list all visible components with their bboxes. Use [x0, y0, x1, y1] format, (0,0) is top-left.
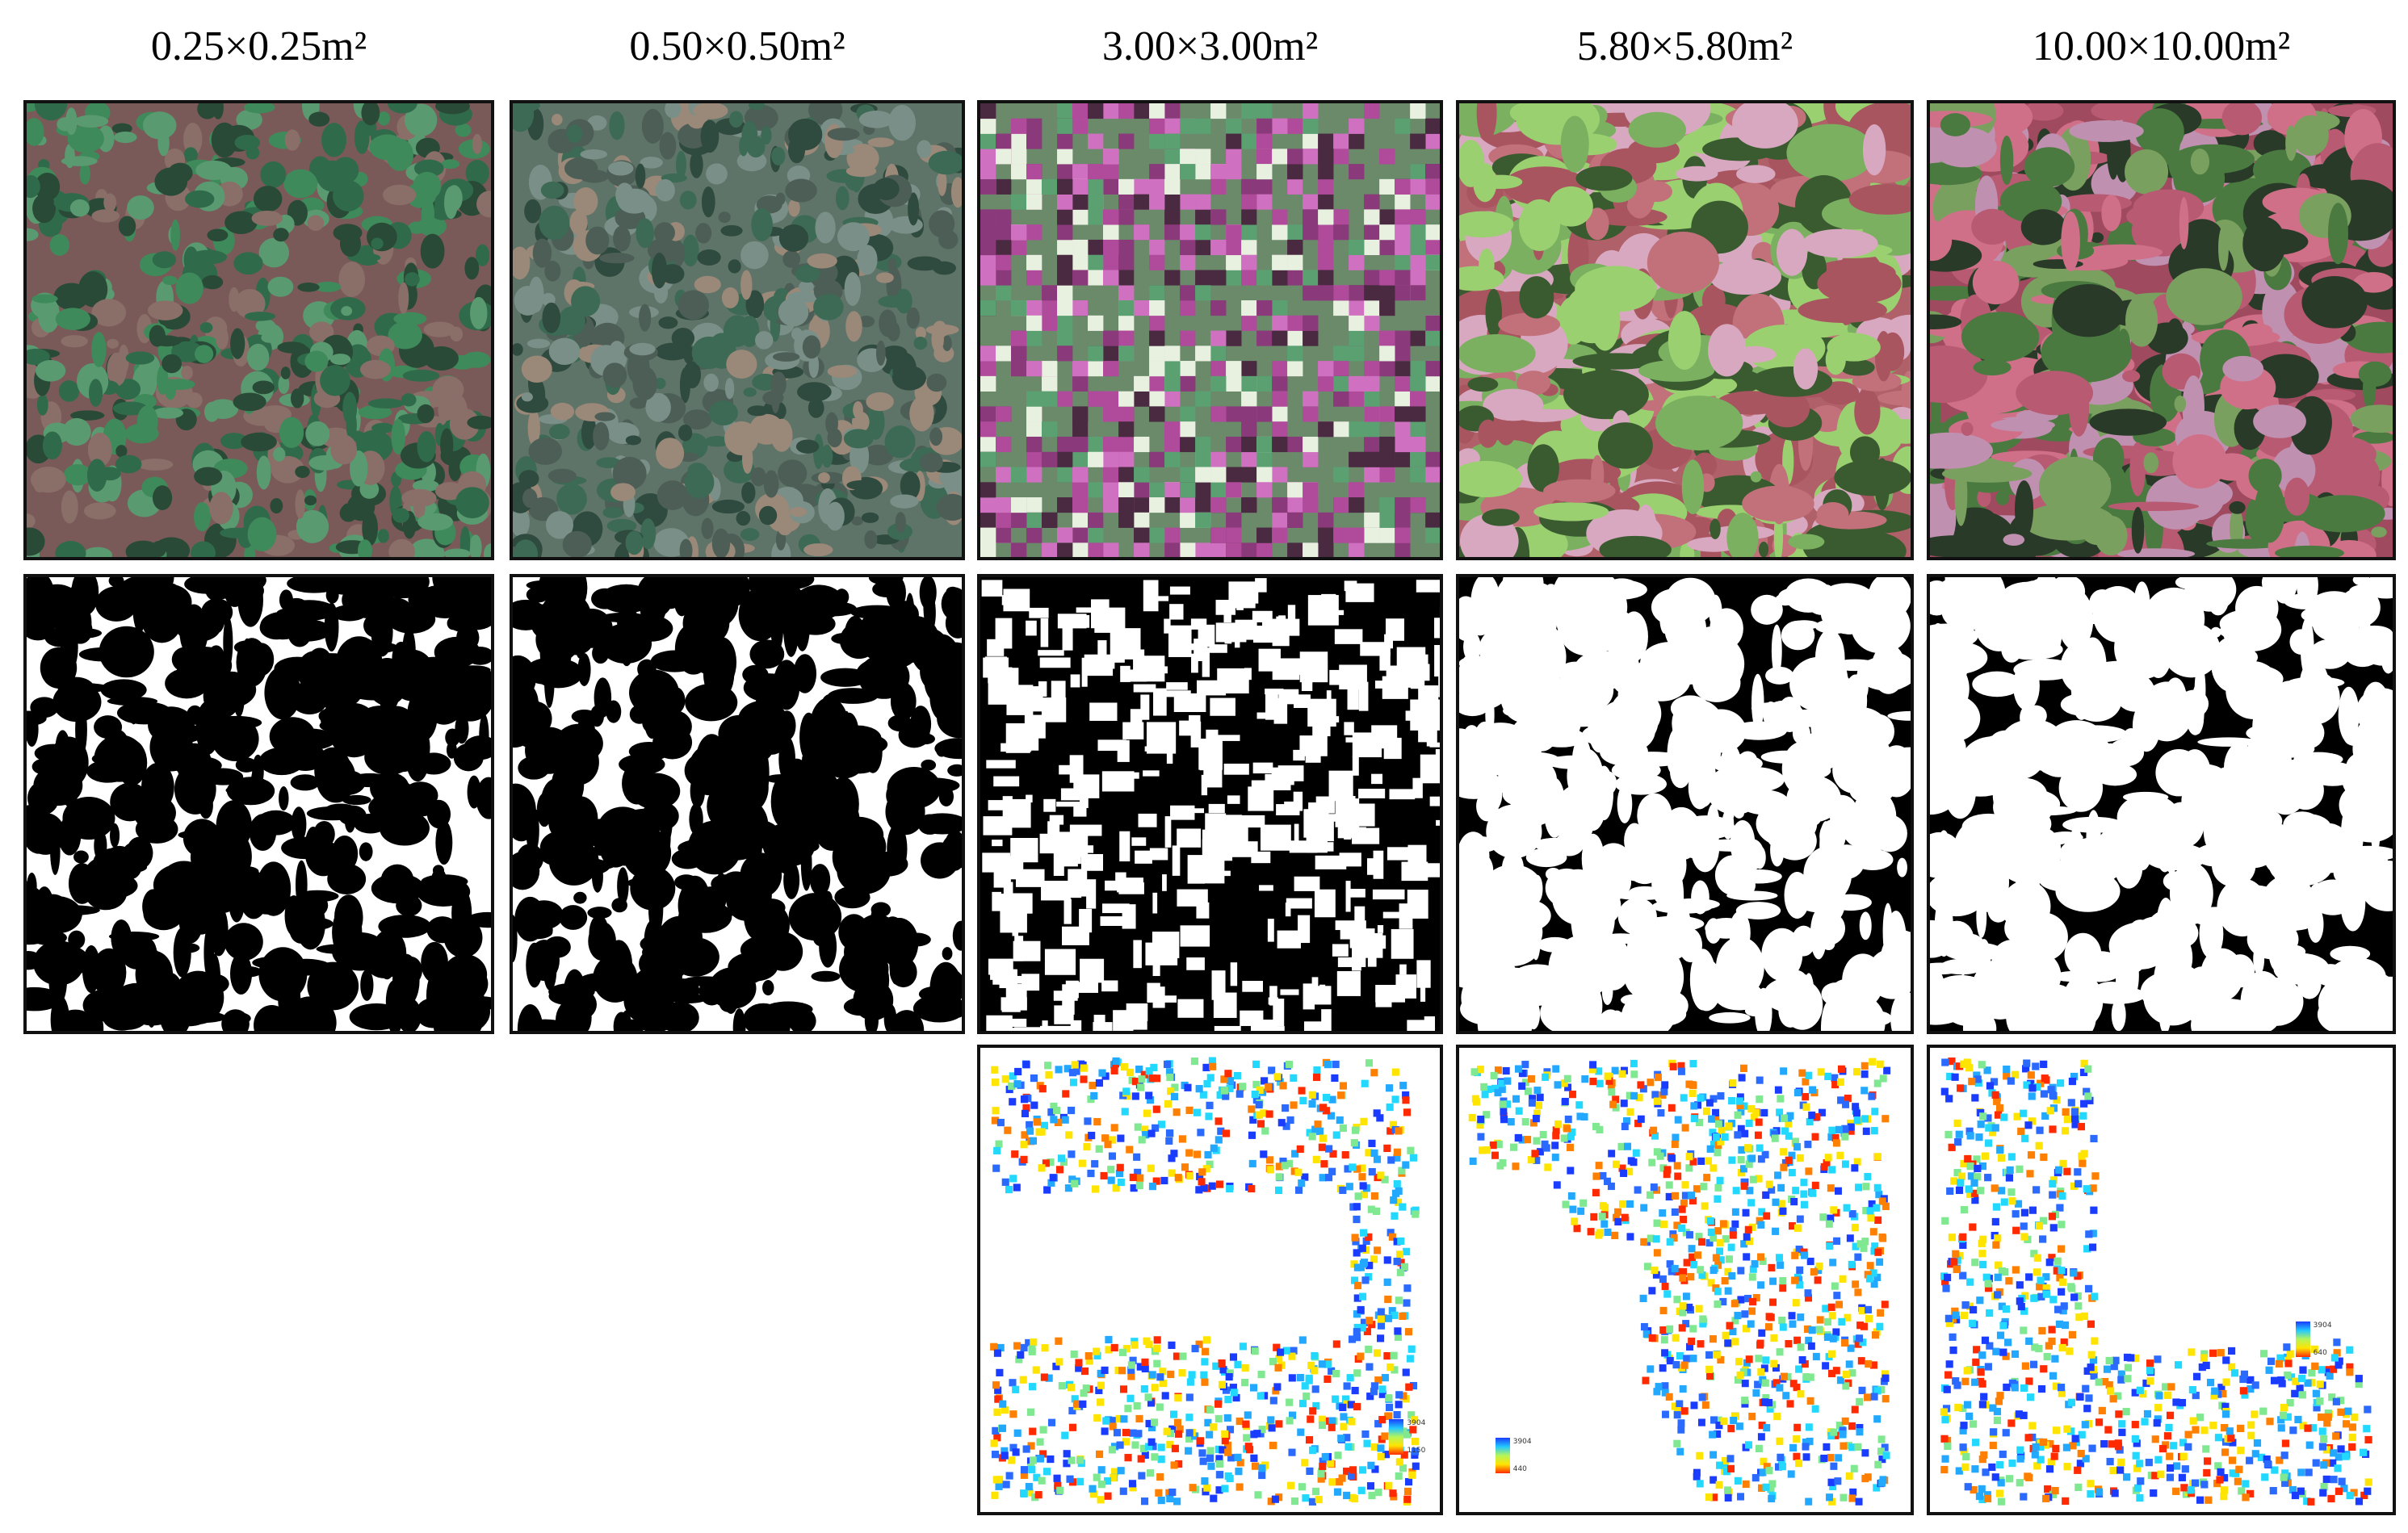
- rgb-image: [977, 100, 1443, 560]
- image: [1459, 577, 1911, 1031]
- image: [1930, 103, 2393, 557]
- image: [513, 577, 962, 1031]
- image: [1459, 103, 1911, 557]
- column-header: 10.00×10.00m²: [2032, 23, 2291, 69]
- image: [980, 1048, 1440, 1512]
- image: [980, 577, 1440, 1031]
- legend-labels: 3904 1150: [1407, 1419, 1425, 1455]
- legend-colorbar: [1495, 1438, 1510, 1473]
- image: [27, 577, 491, 1031]
- column-header: 3.00×3.00m²: [1101, 23, 1319, 69]
- column-header: 0.25×0.25m²: [150, 23, 367, 69]
- binary-mask: [1456, 574, 1914, 1034]
- image: [1930, 577, 2393, 1031]
- image: [27, 103, 491, 557]
- image: [980, 103, 1440, 557]
- legend-label: 3904: [2313, 1321, 2332, 1330]
- heat-map: 3904 1150: [977, 1045, 1443, 1515]
- binary-mask: [977, 574, 1443, 1034]
- rgb-image: [23, 100, 494, 560]
- rgb-image: [1456, 100, 1914, 560]
- binary-mask: [1927, 574, 2396, 1034]
- binary-mask: [510, 574, 965, 1034]
- heat-map: 3904 640: [1927, 1045, 2396, 1515]
- legend-label: 3904: [1512, 1438, 1532, 1446]
- column-header: 0.50×0.50m²: [629, 23, 845, 69]
- legend-label: 640: [2313, 1349, 2327, 1358]
- image: [1930, 1048, 2393, 1512]
- legend: 3904 1150: [1389, 1419, 1425, 1455]
- legend-label: 440: [1512, 1465, 1527, 1473]
- rgb-image: [1927, 100, 2396, 560]
- legend-labels: 3904 440: [1513, 1438, 1532, 1473]
- rgb-image: [510, 100, 965, 560]
- legend: 3904 640: [2295, 1321, 2332, 1358]
- legend-colorbar: [1389, 1419, 1404, 1455]
- heat-map: 3904 440: [1456, 1045, 1914, 1515]
- legend-labels: 3904 640: [2314, 1321, 2332, 1357]
- column-header: 5.80×5.80m²: [1576, 23, 1793, 69]
- legend-colorbar: [2295, 1321, 2310, 1358]
- image: [513, 103, 962, 557]
- binary-mask: [23, 574, 494, 1034]
- legend-label: 3904: [1407, 1419, 1426, 1427]
- legend-label: 1150: [1407, 1447, 1426, 1455]
- image: [1459, 1048, 1911, 1512]
- legend: 3904 440: [1495, 1438, 1532, 1473]
